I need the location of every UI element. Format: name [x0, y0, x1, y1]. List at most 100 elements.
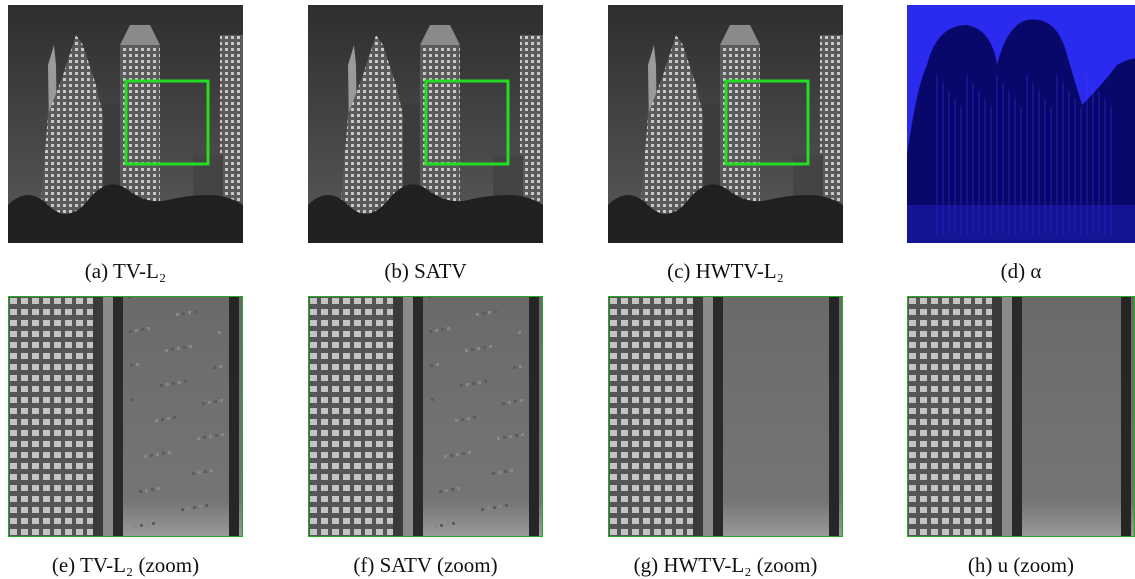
edge [413, 296, 423, 537]
noise [218, 331, 221, 334]
noise [161, 418, 164, 421]
streak [907, 205, 1135, 243]
noise [202, 402, 205, 405]
noise [208, 401, 211, 404]
zoom-box [424, 79, 510, 166]
noise [457, 487, 460, 490]
noise [181, 508, 184, 511]
noise [520, 399, 523, 402]
caption: (b) SATV [384, 259, 467, 283]
noise [450, 454, 453, 457]
noise [198, 471, 201, 474]
windows [8, 296, 93, 537]
noise [477, 347, 480, 350]
noise [472, 382, 475, 385]
noise [428, 296, 431, 299]
noise [519, 365, 522, 368]
noise [136, 363, 139, 366]
trees [308, 184, 543, 243]
panel-image [608, 5, 843, 243]
noise [481, 508, 484, 511]
noise [167, 417, 170, 420]
noise [140, 524, 143, 527]
caption: (h) u (zoom) [967, 553, 1075, 577]
noise [513, 366, 516, 369]
windows [308, 296, 393, 537]
noise [188, 311, 191, 314]
tower [340, 35, 403, 215]
noise [221, 433, 224, 436]
noise [182, 312, 185, 315]
noise [473, 416, 476, 419]
noise [197, 437, 200, 440]
noise [145, 489, 148, 492]
tower [40, 35, 103, 215]
panel-image [608, 296, 843, 537]
panel-image [8, 296, 243, 537]
noise [203, 436, 206, 439]
noise [152, 522, 155, 525]
edge [229, 296, 239, 537]
noise [503, 436, 506, 439]
noise [192, 472, 195, 475]
noise [139, 490, 142, 493]
noise [141, 328, 144, 331]
noise [205, 504, 208, 507]
noise [435, 329, 438, 332]
edge [113, 296, 123, 537]
noise [171, 348, 174, 351]
zoom-box [124, 79, 210, 166]
edge [393, 296, 403, 537]
noise [446, 523, 449, 526]
noise [150, 454, 153, 457]
noise [146, 523, 149, 526]
noise [209, 435, 212, 438]
windows [907, 296, 992, 537]
noise [504, 470, 507, 473]
noise [502, 402, 505, 405]
tower-top [420, 25, 460, 45]
edge [93, 296, 103, 537]
noise [465, 349, 468, 352]
noise [498, 471, 501, 474]
panel-image [907, 5, 1135, 243]
noise [492, 472, 495, 475]
panel-image [907, 296, 1135, 537]
caption: (g) HWTV-L₂ (zoom) [633, 553, 818, 577]
noise [471, 348, 474, 351]
caption: (c) HWTV-L₂ [667, 259, 784, 283]
noise [166, 383, 169, 386]
windows [608, 296, 693, 537]
noise [439, 490, 442, 493]
noise [441, 328, 444, 331]
noise [144, 455, 147, 458]
edge [1121, 296, 1131, 537]
noise [499, 505, 502, 508]
noise [220, 399, 223, 402]
noise [155, 419, 158, 422]
edge [693, 296, 703, 537]
noise [488, 311, 491, 314]
noise [184, 380, 187, 383]
noise [219, 365, 222, 368]
noise [518, 331, 521, 334]
tower-top [120, 25, 160, 45]
noise [430, 364, 433, 367]
noise [160, 384, 163, 387]
edge [529, 296, 539, 537]
noise [436, 363, 439, 366]
noise [193, 506, 196, 509]
noise [508, 401, 511, 404]
noise [505, 504, 508, 507]
edge [403, 296, 413, 537]
noise [494, 310, 497, 313]
noise [189, 345, 192, 348]
noise [210, 469, 213, 472]
edge [103, 296, 113, 537]
noise [162, 452, 165, 455]
trees [8, 184, 243, 243]
noise [176, 313, 179, 316]
noise [204, 470, 207, 473]
noise [460, 384, 463, 387]
